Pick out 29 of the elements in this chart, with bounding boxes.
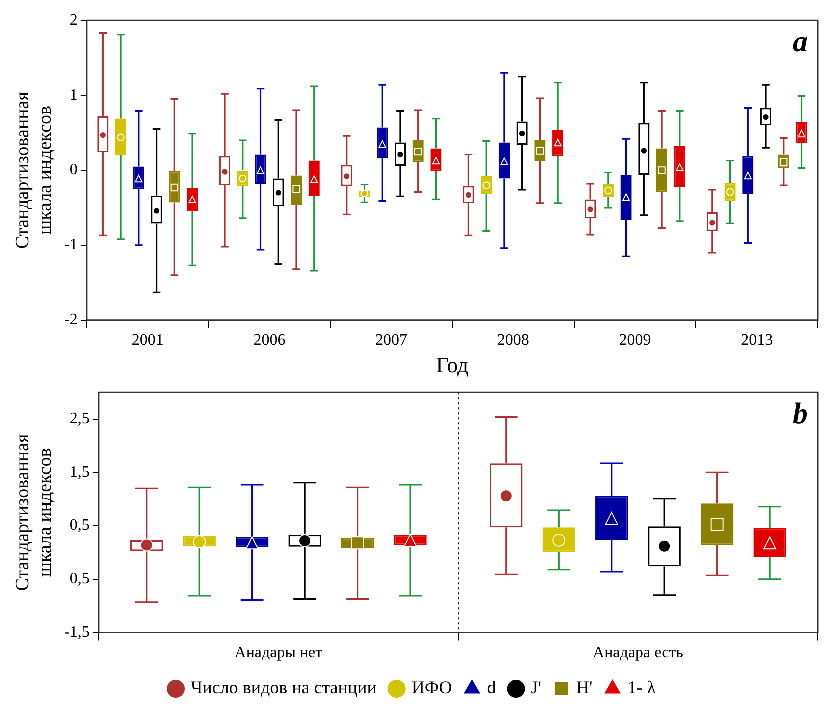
y-tick-label: 2,5 [70, 410, 90, 428]
legend-label: J' [531, 678, 542, 698]
annotation: b [793, 397, 808, 430]
x-tick-label: 2013 [741, 332, 774, 350]
y-tick-label: -1 [64, 236, 78, 254]
legend-label: H' [576, 678, 593, 698]
x-tick-label: 2007 [376, 332, 408, 350]
legend-label: Число видов на станции [191, 678, 378, 698]
y-tick-label: -1,5 [64, 624, 90, 642]
legend-label: ИФО [412, 678, 452, 698]
x-tick-label: Анадары нет [234, 644, 323, 662]
y-tick-label: 0,5 [70, 570, 90, 588]
y-tick-label: 2 [70, 12, 78, 29]
x-tick-label: 2001 [132, 332, 164, 350]
x-axis-title: Год [436, 352, 469, 378]
y-axis-title: Стандартизованная шкала индексов [12, 92, 56, 249]
annotation: a [793, 25, 808, 58]
y-tick-label: 0 [70, 162, 78, 179]
y-axis-title: Стандартизованная шкала индексов [12, 434, 56, 592]
y-tick-label: 0,5 [70, 517, 90, 534]
legend-label: d [487, 678, 496, 698]
x-tick-label: 2008 [497, 332, 530, 350]
x-tick-label: 2009 [619, 332, 652, 350]
y-tick-label: -2 [64, 312, 78, 329]
x-tick-label: Анадара есть [593, 644, 684, 662]
x-tick-label: 2006 [254, 332, 286, 350]
y-tick-label: 1 [70, 86, 78, 104]
legend-label: 1- λ [628, 678, 656, 698]
y-tick-label: 1,5 [70, 464, 90, 481]
